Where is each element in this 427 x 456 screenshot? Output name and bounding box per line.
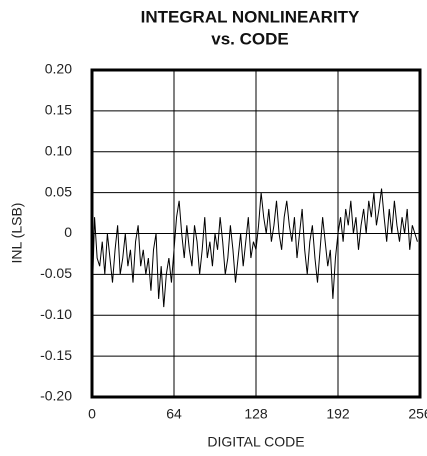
x-axis-label: DIGITAL CODE [207,434,304,450]
y-tick-label: 0.15 [45,102,72,118]
y-tick-label: -0.20 [40,388,72,404]
plot-frame [90,68,422,399]
chart-subtitle: vs. CODE [211,29,288,48]
x-tick-label: 0 [88,406,96,422]
y-tick-label: 0.20 [45,61,72,77]
y-tick-label: -0.10 [40,306,72,322]
x-tick-label: 128 [244,406,268,422]
y-tick-label: -0.05 [40,265,72,281]
y-axis-label: INL (LSB) [9,203,25,264]
y-tick-label: 0.10 [45,142,72,158]
x-tick-label: 192 [326,406,350,422]
y-tick-label: 0 [64,224,72,240]
chart-title: INTEGRAL NONLINEARITY [141,7,360,26]
x-tick-label: 64 [166,406,182,422]
y-tick-label: -0.15 [40,347,72,363]
y-tick-label: 0.05 [45,183,72,199]
x-tick-label: 256 [408,406,427,422]
data-line [91,188,418,308]
